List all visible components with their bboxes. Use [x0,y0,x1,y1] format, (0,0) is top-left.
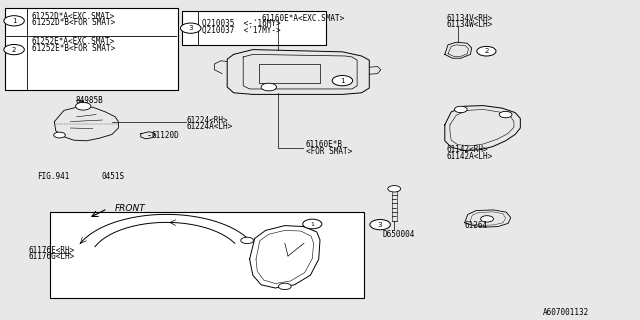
Text: 2: 2 [12,47,16,52]
Circle shape [332,76,353,86]
Text: 1: 1 [12,18,17,24]
Circle shape [278,283,291,290]
Text: 61160E*B: 61160E*B [306,140,343,149]
Bar [259,64,320,83]
Text: D650004: D650004 [383,230,415,239]
Text: 61176G<LH>: 61176G<LH> [29,252,75,261]
FancyBboxPatch shape [50,212,364,298]
Circle shape [370,220,390,230]
Text: FRONT: FRONT [115,204,146,212]
Text: Q210035  <-'16MY>: Q210035 <-'16MY> [202,19,281,28]
Text: 61134V<RH>: 61134V<RH> [447,14,493,23]
Text: 61176F<RH>: 61176F<RH> [29,246,75,255]
Text: 61142A<LH>: 61142A<LH> [447,152,493,161]
Text: 61252E*A<EXC.SMAT>: 61252E*A<EXC.SMAT> [32,37,115,46]
Text: 61252D*A<EXC.SMAT>: 61252D*A<EXC.SMAT> [32,12,115,20]
Text: 3: 3 [188,25,193,31]
Circle shape [241,237,253,244]
Text: 2: 2 [484,48,488,54]
Text: 61252D*B<FOR SMAT>: 61252D*B<FOR SMAT> [32,18,115,27]
Text: 61134W<LH>: 61134W<LH> [447,20,493,29]
Text: 61224<RH>: 61224<RH> [187,116,228,124]
FancyBboxPatch shape [182,11,326,45]
Text: A607001132: A607001132 [543,308,589,317]
Text: 61224A<LH>: 61224A<LH> [187,122,233,131]
Circle shape [4,44,24,55]
Text: 61120D: 61120D [151,131,179,140]
Text: 61252E*B<FOR SMAT>: 61252E*B<FOR SMAT> [32,44,115,52]
Text: 61264: 61264 [465,221,488,230]
Circle shape [499,111,512,118]
Text: 84985B: 84985B [76,96,103,105]
Text: 1: 1 [340,78,345,84]
Circle shape [303,219,322,229]
Text: Q210037  <'17MY->: Q210037 <'17MY-> [202,26,281,35]
Text: 61160E*A<EXC.SMAT>: 61160E*A<EXC.SMAT> [261,14,344,23]
Text: <FOR SMAT>: <FOR SMAT> [306,147,352,156]
Text: 3: 3 [378,222,383,228]
FancyBboxPatch shape [5,8,178,90]
Circle shape [388,186,401,192]
Circle shape [76,102,91,110]
Circle shape [180,23,201,33]
Circle shape [54,132,65,138]
Text: 1: 1 [310,221,314,227]
Text: FIG.941: FIG.941 [37,172,70,181]
Text: 61142<RH>: 61142<RH> [447,145,488,154]
Circle shape [4,16,24,26]
Text: 0451S: 0451S [101,172,124,181]
Circle shape [261,83,276,91]
Circle shape [477,46,496,56]
Circle shape [481,216,493,222]
Circle shape [454,106,467,113]
